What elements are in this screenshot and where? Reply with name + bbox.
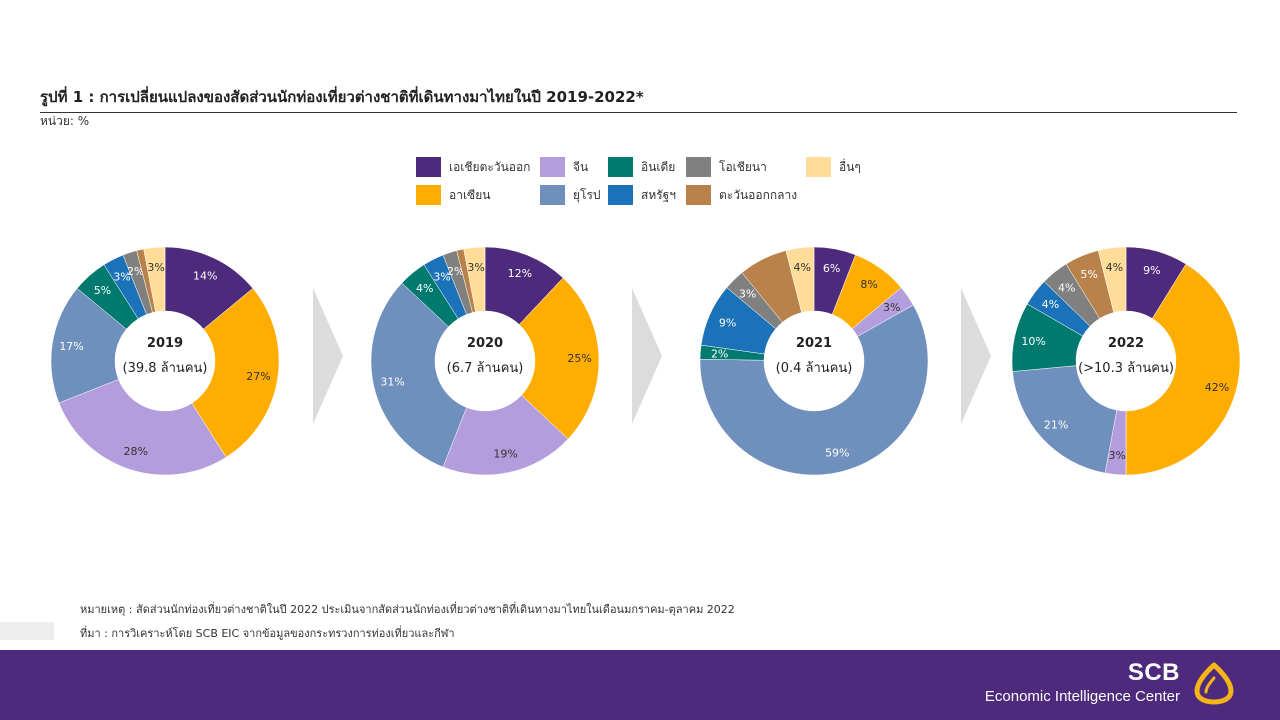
gray-strip [0,622,54,640]
slice-label: 10% [1021,335,1045,348]
slice-label: 4% [416,282,433,295]
remark-text: หมายเหตุ : สัดส่วนนักท่องเที่ยวต่างชาติใ… [80,603,735,616]
legend-swatch [608,157,633,177]
arrow-chevron-3 [961,288,991,424]
legend-label: ตะวันออกกลาง [719,187,798,202]
slice-label: 6% [823,262,840,275]
legend-item-oceania: โอเชียนา [686,157,767,177]
legend-swatch [686,185,711,205]
slice-label: 2% [447,265,464,278]
legend-item-asean: อาเซียน [416,185,490,205]
slice-label: 3% [113,271,130,284]
footer-bar: SCB Economic Intelligence Center [0,650,1280,720]
source-text: ที่มา : การวิเคราะห์โดย SCB EIC จากข้อมู… [80,627,455,640]
slice-label: 4% [1106,261,1123,274]
brand-block: SCB Economic Intelligence Center [985,658,1180,706]
slice-label: 12% [508,267,532,280]
center-total-label: (0.4 ล้านคน) [776,361,853,376]
slice-label: 42% [1205,381,1229,394]
donut-hole [115,311,215,411]
slice-label: 3% [147,261,164,274]
legend-swatch [608,185,633,205]
legend-swatch [416,157,441,177]
legend-label: อื่นๆ [839,159,861,174]
brand-name: SCB [1127,659,1180,686]
legend-item-china: จีน [540,157,588,177]
legend-swatch [540,185,565,205]
center-total-label: (>10.3 ล้านคน) [1078,361,1174,376]
slice-label: 59% [825,447,849,460]
slice-label: 5% [94,284,111,297]
legend-label: จีน [573,159,589,174]
slice-label: 9% [719,316,736,329]
legend-swatch [540,157,565,177]
slice-label: 3% [1109,449,1126,462]
slice-label: 4% [1058,281,1075,294]
legend-label: ยุโรป [573,187,601,202]
slice-label: 9% [1143,264,1160,277]
figure-title: รูปที่ 1 : การเปลี่ยนแปลงของสัดส่วนนักท่… [40,85,1237,113]
notes: หมายเหตุ : สัดส่วนนักท่องเที่ยวต่างชาติใ… [80,598,735,646]
center-year-label: 2021 [796,336,832,351]
slice-label: 4% [794,261,811,274]
donut-hole [1076,311,1176,411]
slice-label: 14% [193,269,217,282]
legend-label: โอเชียนา [719,159,767,174]
center-year-label: 2020 [467,336,503,351]
legend-item-middle-east: ตะวันออกกลาง [686,185,797,205]
legend-item-east-asia: เอเชียตะวันออก [416,157,530,177]
donut-hole [435,311,535,411]
legend-swatch [686,157,711,177]
legend-label: เอเชียตะวันออก [449,159,531,174]
slice-label: 31% [380,376,404,389]
legend-label: อาเซียน [449,187,491,202]
arrow-chevron-1 [313,288,343,424]
center-total-label: (6.7 ล้านคน) [447,361,524,376]
legend-swatch [416,185,441,205]
center-total-label: (39.8 ล้านคน) [123,361,208,376]
slice-label: 21% [1044,419,1068,432]
legend-label: สหรัฐฯ [641,187,677,202]
legend-item-usa: สหรัฐฯ [608,185,676,205]
slice-label: 3% [883,301,900,314]
slice-label: 19% [493,447,517,460]
slice-label: 2% [127,265,144,278]
legend-label: อินเดีย [641,159,676,174]
slice-label: 17% [59,340,83,353]
donut-hole [764,311,864,411]
legend-item-europe: ยุโรป [540,185,601,205]
slice-label: 4% [1042,298,1059,311]
scb-logo-icon [1194,662,1234,705]
donut-charts: 14%27%28%17%5%3%2% 3%2019(39.8 ล้านคน)12%… [50,246,1241,476]
unit-label: หน่วย: % [40,114,90,128]
slice-label: 3% [739,288,756,301]
slice-label: 3% [467,261,484,274]
center-year-label: 2022 [1108,336,1144,351]
slice-label: 27% [246,370,270,383]
slice-label: 8% [860,278,877,291]
legend-item-others: อื่นๆ [806,157,861,177]
slice-label: 3% [433,271,450,284]
legend-swatch [806,157,831,177]
slice-label: 28% [124,445,148,458]
arrow-chevron-2 [632,288,662,424]
center-year-label: 2019 [147,336,183,351]
slice-label: 2% [711,348,728,361]
brand-subtitle: Economic Intelligence Center [984,688,1180,705]
legend-item-india: อินเดีย [608,157,675,177]
slice-label: 5% [1080,268,1097,281]
slice-label: 25% [567,352,591,365]
